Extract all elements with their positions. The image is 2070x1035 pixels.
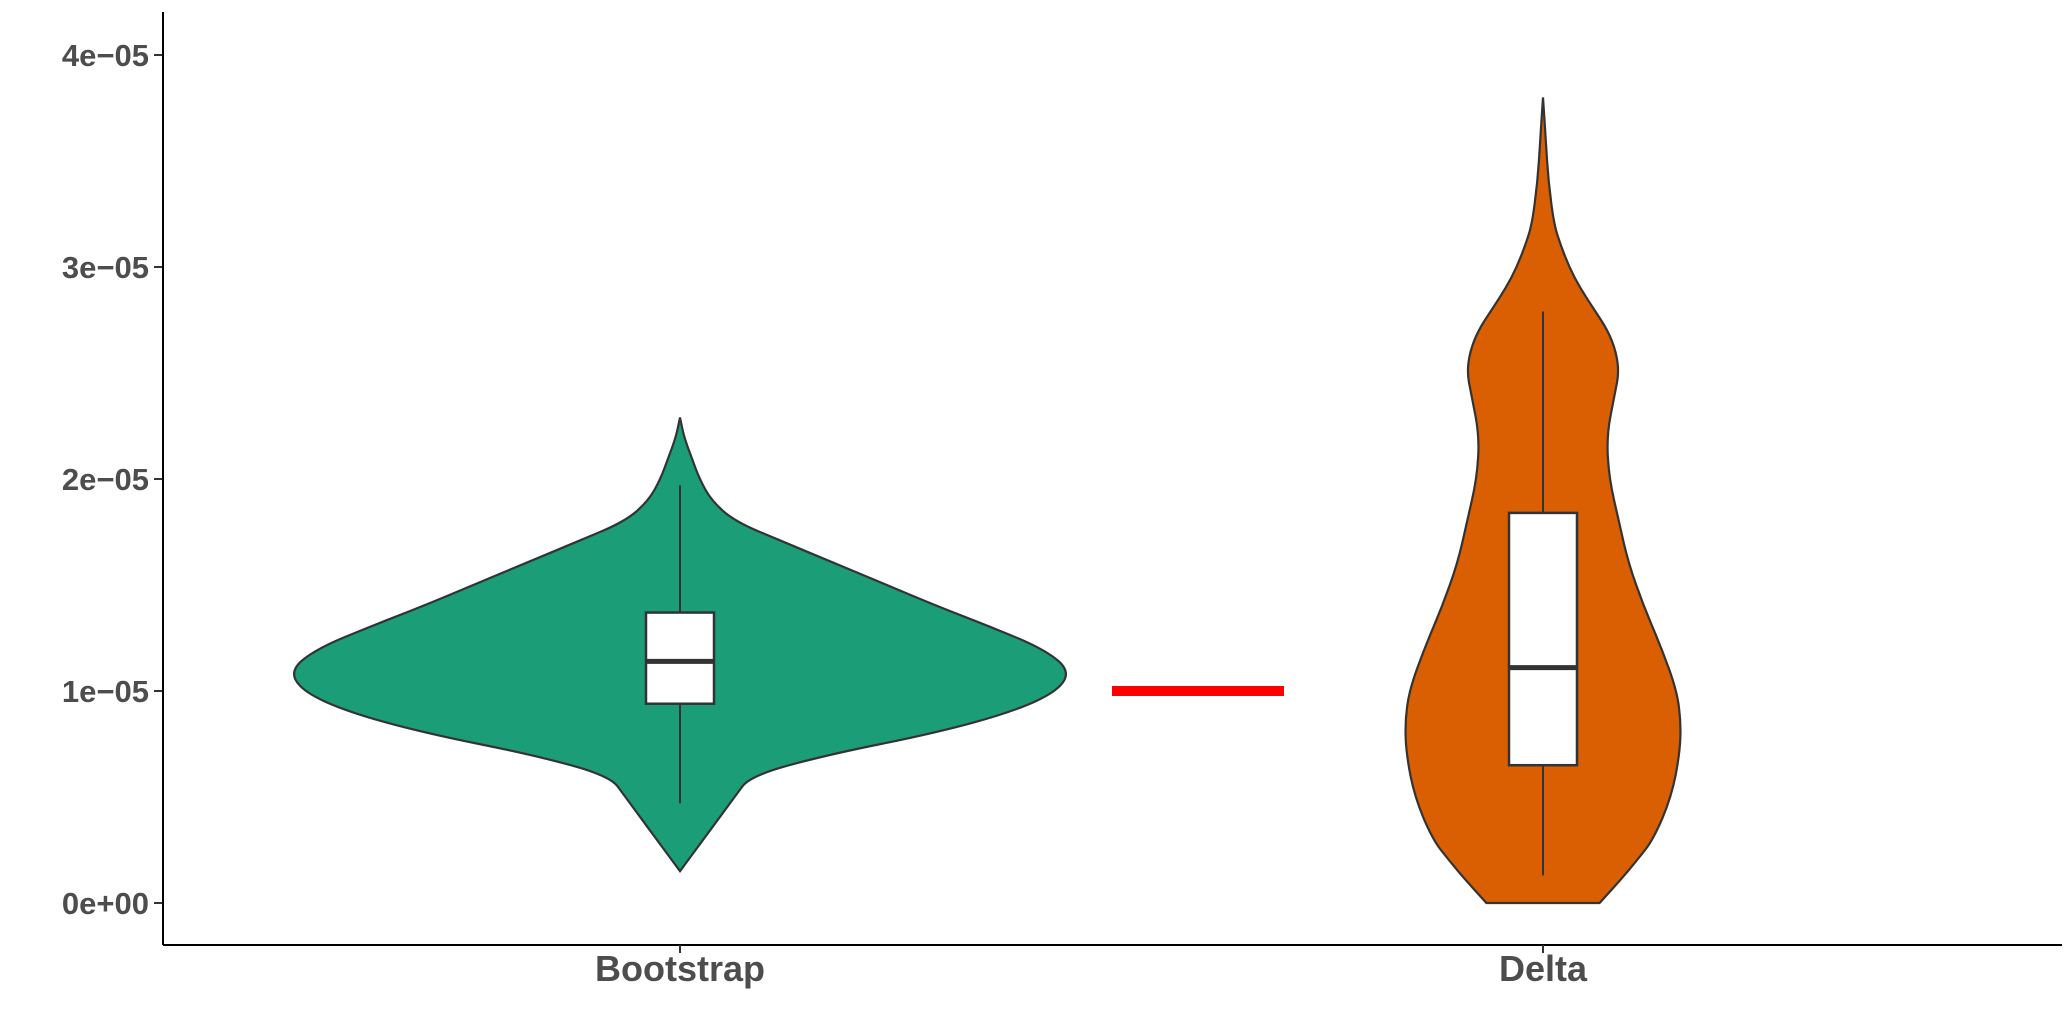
boxplot-box	[644, 611, 716, 705]
x-tick-label: Delta	[1499, 948, 1588, 989]
y-tick-label: 1e−05	[62, 674, 149, 709]
x-axis-ticks: Bootstrap Delta	[595, 945, 1588, 989]
y-axis-ticks: 0e+00 1e−05 2e−05 3e−05 4e−05	[62, 38, 163, 921]
y-tick-label: 3e−05	[62, 250, 149, 285]
y-tick-label: 4e−05	[62, 38, 149, 73]
y-tick-label: 0e+00	[62, 886, 149, 921]
violin-group	[293, 97, 1682, 905]
y-tick-label: 2e−05	[62, 462, 149, 497]
boxplot-box	[1507, 511, 1579, 767]
x-tick-label: Bootstrap	[595, 948, 765, 989]
